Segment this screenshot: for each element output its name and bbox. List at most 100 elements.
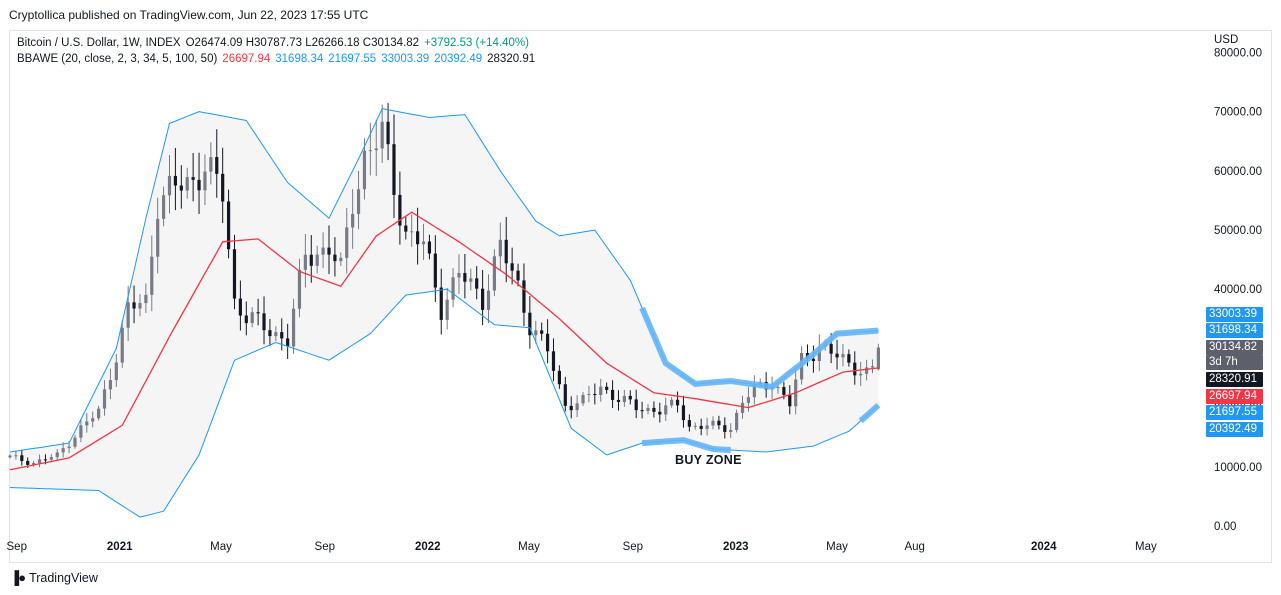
candle-body bbox=[492, 256, 497, 291]
candle-body bbox=[49, 457, 53, 460]
candle-body bbox=[670, 399, 674, 406]
candle-body bbox=[599, 386, 603, 395]
candle-body bbox=[480, 288, 485, 310]
candle-body bbox=[309, 254, 313, 266]
candle-body bbox=[79, 425, 83, 438]
candle-body bbox=[457, 273, 461, 278]
candle-body bbox=[870, 366, 875, 368]
candle-body bbox=[469, 278, 473, 282]
candle-body bbox=[658, 411, 662, 415]
candle-body bbox=[569, 405, 573, 411]
candle-body bbox=[699, 425, 703, 429]
candle-body bbox=[675, 399, 680, 406]
candle-body bbox=[303, 254, 307, 270]
candle-body bbox=[522, 280, 526, 313]
close-value: C30134.82 bbox=[362, 37, 420, 49]
x-tick-label: Sep bbox=[7, 541, 27, 553]
candle-body bbox=[215, 157, 219, 174]
candle-body bbox=[587, 394, 591, 396]
candle-body bbox=[286, 338, 290, 347]
candle-body bbox=[404, 225, 408, 232]
candle-body bbox=[439, 287, 443, 320]
candle-body bbox=[120, 327, 124, 363]
candle-body bbox=[144, 294, 148, 304]
x-tick-label: 2021 bbox=[107, 541, 133, 553]
indicator-name[interactable]: BBAWE (20, close, 2, 3, 34, 5, 100, 50) bbox=[17, 53, 218, 65]
candle-body bbox=[776, 387, 780, 389]
candle-body bbox=[746, 397, 751, 403]
tradingview-name: TradingView bbox=[29, 570, 98, 585]
candle-body bbox=[605, 386, 609, 390]
candle-body bbox=[421, 241, 426, 245]
candle-body bbox=[102, 389, 107, 409]
high-value: H30787.73 bbox=[245, 37, 303, 49]
candle-body bbox=[362, 150, 367, 190]
candle-body bbox=[788, 394, 792, 407]
candle-body bbox=[226, 201, 231, 250]
price-tag: 3d 7h bbox=[1206, 355, 1263, 370]
candle-body bbox=[291, 308, 296, 347]
candle-body bbox=[345, 227, 349, 258]
candle-body bbox=[244, 315, 248, 324]
symbol-label[interactable]: Bitcoin / U.S. Dollar, 1W, INDEX bbox=[17, 37, 181, 49]
price-tag: 30134.82 bbox=[1206, 340, 1263, 355]
candle-body bbox=[575, 403, 579, 411]
candle-body bbox=[628, 395, 632, 400]
x-tick-label: 2022 bbox=[415, 541, 441, 553]
candle-body bbox=[351, 213, 355, 228]
candle-body bbox=[256, 312, 260, 314]
candle-body bbox=[108, 380, 113, 390]
candle-body bbox=[729, 429, 733, 432]
price-tag: 21697.55 bbox=[1206, 405, 1263, 420]
indicator-value-lower: 21697.55 bbox=[328, 53, 377, 65]
candle-body bbox=[687, 420, 691, 427]
candle-body bbox=[486, 290, 491, 310]
y-tick-label: 10000.00 bbox=[1214, 462, 1262, 474]
candle-body bbox=[339, 257, 343, 262]
candle-body bbox=[782, 387, 786, 395]
candle-body bbox=[333, 254, 337, 262]
band-highlight-lower bbox=[641, 437, 731, 453]
x-axis: Sep 2021 May Sep 2022 May Sep 2023 May Aug 2024 May bbox=[7, 541, 1158, 553]
y-tick-label: 40000.00 bbox=[1214, 284, 1262, 296]
candle-body bbox=[610, 389, 615, 400]
candle-body bbox=[368, 150, 372, 152]
candle-body bbox=[853, 362, 857, 376]
candle-body bbox=[321, 247, 325, 255]
band-highlight-upper bbox=[639, 306, 879, 391]
candle-body bbox=[374, 148, 378, 151]
candle-body bbox=[268, 330, 272, 337]
candle-body bbox=[711, 420, 715, 426]
candle-layer bbox=[8, 103, 881, 468]
currency-label[interactable]: USD bbox=[1214, 34, 1239, 46]
candle-body bbox=[297, 269, 302, 309]
tradingview-logo[interactable]: ▐● TradingView bbox=[10, 570, 98, 585]
y-tick-label: 60000.00 bbox=[1214, 166, 1262, 178]
candle-body bbox=[445, 299, 449, 320]
candle-body bbox=[114, 362, 118, 381]
candle-body bbox=[315, 254, 319, 266]
price-tag: 28320.91 bbox=[1206, 372, 1263, 387]
candle-body bbox=[451, 277, 455, 300]
candle-body bbox=[191, 177, 195, 180]
candle-body bbox=[250, 312, 254, 324]
y-tick-label: 50000.00 bbox=[1214, 225, 1262, 237]
candle-body bbox=[616, 399, 621, 402]
candle-body bbox=[386, 121, 390, 145]
candle-body bbox=[581, 394, 585, 404]
candle-body bbox=[61, 448, 65, 453]
candle-body bbox=[209, 157, 213, 172]
candle-body bbox=[14, 455, 18, 457]
candle-body bbox=[740, 402, 745, 413]
candle-body bbox=[416, 231, 420, 245]
candle-body bbox=[640, 410, 644, 412]
candle-body bbox=[132, 302, 136, 309]
y-tick-label: 0.00 bbox=[1214, 521, 1236, 533]
price-tag: 33003.39 bbox=[1206, 307, 1263, 322]
price-tag: 26697.94 bbox=[1206, 389, 1263, 404]
x-tick-label: Aug bbox=[904, 541, 924, 553]
candle-body bbox=[73, 437, 77, 447]
candle-body bbox=[693, 425, 697, 427]
candle-body bbox=[622, 395, 626, 402]
